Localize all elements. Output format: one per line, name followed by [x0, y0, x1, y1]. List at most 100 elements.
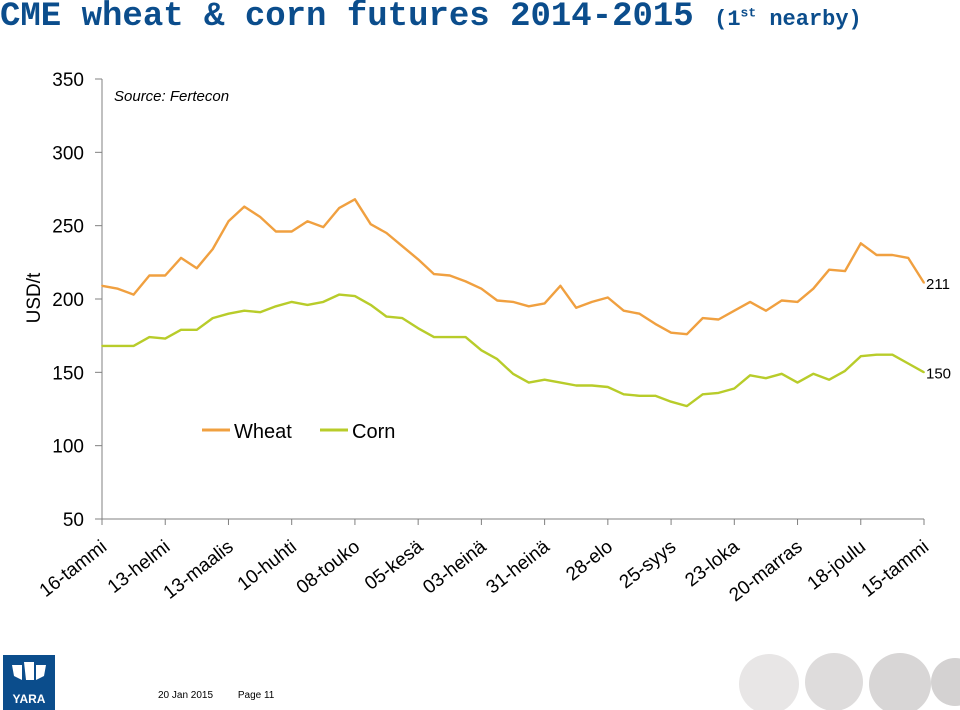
data-point-corn [322, 301, 325, 303]
data-point-wheat [828, 268, 831, 271]
data-point-corn [480, 349, 483, 352]
x-tick-label: 10-huhti [234, 536, 301, 595]
data-point-corn [907, 362, 910, 365]
data-point-corn [417, 327, 420, 330]
data-point-corn [227, 312, 230, 315]
data-point-wheat [717, 318, 720, 321]
data-point-wheat [638, 312, 641, 315]
data-point-wheat [116, 287, 119, 290]
data-point-wheat [765, 309, 767, 312]
data-point-wheat [306, 220, 309, 223]
data-point-corn [923, 371, 925, 374]
x-tick-label: 15-tammi [858, 536, 933, 601]
decorative-circle [931, 658, 960, 706]
data-point-corn [622, 393, 625, 396]
data-point-corn [859, 355, 862, 358]
data-point-corn [180, 328, 182, 331]
x-tick-label: 16-tammi [36, 536, 111, 601]
data-point-wheat [148, 274, 151, 277]
data-point-corn [401, 317, 404, 319]
data-point-corn [433, 336, 435, 338]
data-point-wheat [369, 223, 372, 226]
data-point-wheat [164, 274, 167, 277]
data-point-corn [780, 372, 783, 375]
data-point-wheat [401, 245, 404, 248]
data-point-wheat [243, 205, 246, 208]
data-point-corn [575, 384, 578, 387]
data-point-wheat [812, 287, 815, 290]
data-point-wheat [512, 301, 514, 303]
data-point-wheat [780, 299, 783, 302]
logo-text: YARA [13, 692, 46, 706]
x-tick-label: 28-elo [562, 536, 617, 585]
y-tick-label: 250 [52, 217, 84, 238]
data-point-wheat [844, 270, 846, 272]
data-point-corn [638, 394, 641, 397]
data-point-corn [527, 381, 530, 384]
data-point-corn [132, 345, 135, 347]
decorative-circle [869, 653, 931, 710]
data-point-corn [101, 345, 103, 347]
ship-icon [12, 662, 46, 680]
data-point-corn [259, 311, 261, 314]
data-point-corn [717, 392, 720, 394]
decorative-circle [739, 654, 799, 710]
data-point-corn [733, 387, 736, 390]
data-point-wheat [480, 287, 483, 290]
data-point-corn [148, 336, 151, 338]
data-point-wheat [875, 254, 878, 256]
decorative-circles [739, 653, 960, 710]
data-point-corn [448, 336, 451, 338]
legend-label: Wheat [234, 421, 292, 443]
title-suffix: (1st nearby) [714, 5, 862, 32]
data-point-wheat [891, 254, 894, 256]
data-point-corn [512, 372, 514, 375]
data-point-wheat [211, 248, 214, 251]
data-point-corn [654, 394, 657, 397]
data-point-corn [875, 353, 878, 356]
data-point-corn [670, 400, 672, 403]
data-point-corn [275, 305, 277, 308]
data-point-corn [812, 372, 815, 375]
data-point-wheat [101, 284, 103, 287]
data-point-wheat [591, 301, 593, 303]
data-point-corn [464, 336, 467, 338]
data-point-corn [686, 405, 688, 407]
yara-logo: YARA [3, 655, 55, 710]
data-point-wheat [606, 296, 609, 299]
footer: 20 Jan 2015 Page 11 [158, 690, 296, 701]
data-point-corn [369, 304, 372, 306]
data-point-corn [116, 345, 119, 347]
y-axis-label: USD/t [24, 272, 45, 323]
data-point-wheat [622, 309, 625, 312]
data-point-corn [354, 295, 356, 297]
data-point-wheat [417, 258, 420, 261]
data-point-wheat [907, 257, 910, 259]
end-label-wheat: 211 [926, 276, 950, 293]
data-point-wheat [733, 309, 736, 312]
y-tick-label: 100 [52, 437, 84, 458]
page-title: CME wheat & corn futures 2014-2015 (1st … [0, 0, 862, 36]
data-point-wheat [686, 333, 688, 336]
y-tick-label: 150 [52, 363, 84, 384]
data-point-corn [749, 374, 751, 377]
data-point-wheat [180, 257, 182, 259]
data-point-corn [844, 370, 846, 372]
data-point-wheat [559, 284, 562, 287]
data-point-wheat [338, 207, 340, 210]
legend-label: Corn [352, 421, 395, 443]
data-point-wheat [385, 232, 388, 234]
title-main: CME wheat & corn futures 2014-2015 [0, 0, 694, 36]
data-point-corn [496, 358, 499, 360]
legend: Wheat Corn [202, 421, 395, 443]
y-tick-label: 300 [52, 143, 84, 164]
y-tick-label: 350 [52, 70, 84, 91]
data-point-wheat [433, 273, 435, 275]
y-tick-label: 50 [63, 510, 84, 531]
data-point-corn [606, 386, 609, 388]
x-tick-label: 13-maalis [160, 536, 238, 603]
data-point-wheat [575, 306, 578, 309]
data-point-corn [306, 304, 309, 306]
footer-date: 20 Jan 2015 [158, 690, 214, 701]
